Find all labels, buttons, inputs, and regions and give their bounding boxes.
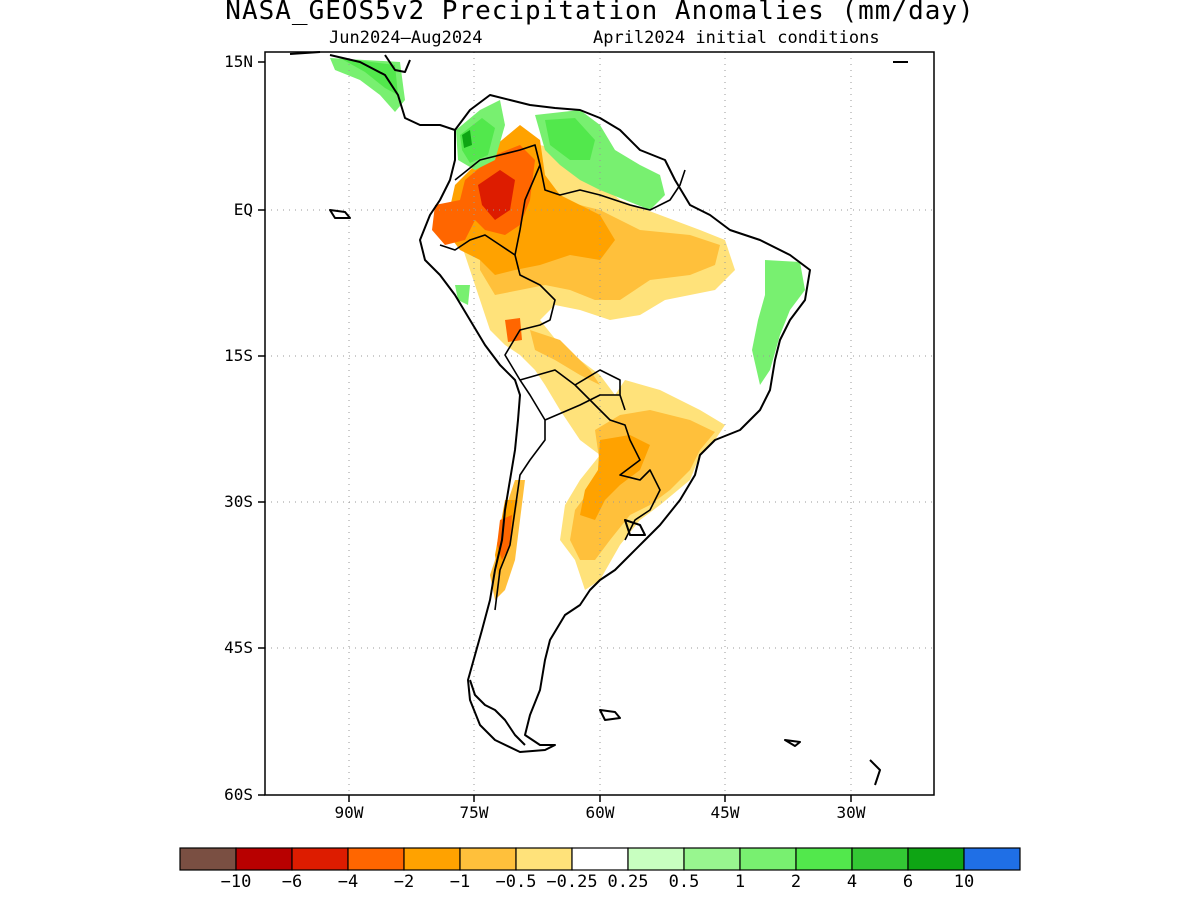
colorbar-swatch	[627, 847, 685, 871]
lon-label-60w: 60W	[585, 803, 615, 822]
colorbar-tick-label: −6	[281, 872, 303, 892]
colorbar-tick-label: −0.5	[495, 872, 537, 892]
anomaly-area-green-dark	[462, 130, 472, 148]
colorbar	[179, 847, 1021, 871]
colorbar-swatch	[179, 847, 237, 871]
anomaly-area-red	[478, 170, 515, 220]
coastlines	[289, 51, 908, 786]
colorbar-tick-label: 6	[902, 872, 914, 892]
lat-label-30s: 30S	[224, 492, 253, 511]
colorbar-swatch	[739, 847, 797, 871]
lon-label-30w: 30W	[836, 803, 866, 822]
lat-label-eq: EQ	[233, 200, 253, 219]
anomaly-area-orange	[445, 125, 650, 575]
lon-label-45w: 45W	[710, 803, 740, 822]
south-america-coastline	[419, 94, 811, 753]
lat-label-15n: 15N	[224, 52, 253, 71]
colorbar-swatch	[571, 847, 629, 871]
anomaly-area-dark-orange	[432, 145, 535, 560]
forecast-period: Jun2024–Aug2024	[329, 28, 483, 48]
colorbar-swatch	[459, 847, 517, 871]
lat-label-60s: 60S	[224, 785, 253, 804]
lon-label-90w: 90W	[334, 803, 364, 822]
colorbar-tick-label: −2	[393, 872, 415, 892]
colorbar-swatch	[683, 847, 741, 871]
colorbar-tick-label: −1	[449, 872, 471, 892]
colorbar-tick-label: −10	[220, 872, 252, 892]
colorbar-swatch	[291, 847, 349, 871]
lat-label-45s: 45S	[224, 638, 253, 657]
axis-ticks	[258, 61, 852, 802]
colorbar-swatch	[851, 847, 909, 871]
map-title: NASA_GEOS5v2 Precipitation Anomalies (mm…	[225, 0, 975, 26]
colorbar-swatch	[795, 847, 853, 871]
colorbar-swatch	[347, 847, 405, 871]
colorbar-tick-label: 1	[734, 872, 746, 892]
lon-label-75w: 75W	[459, 803, 489, 822]
colorbar-swatch	[907, 847, 965, 871]
initial-conditions: April2024 initial conditions	[593, 28, 880, 48]
colorbar-swatch	[235, 847, 293, 871]
colorbar-tick-label: 0.25	[607, 872, 649, 892]
colorbar-tick-label: 2	[790, 872, 802, 892]
colorbar-tick-label: −0.25	[546, 872, 598, 892]
lat-label-15s: 15S	[224, 346, 253, 365]
colorbar-swatch	[515, 847, 573, 871]
colorbar-tick-label: 0.5	[668, 872, 700, 892]
colorbar-tick-label: 10	[953, 872, 975, 892]
colorbar-swatch	[403, 847, 461, 871]
colorbar-swatch	[963, 847, 1021, 871]
anomaly-fields	[330, 58, 805, 600]
colorbar-tick-label: −4	[337, 872, 359, 892]
colorbar-tick-label: 4	[846, 872, 858, 892]
